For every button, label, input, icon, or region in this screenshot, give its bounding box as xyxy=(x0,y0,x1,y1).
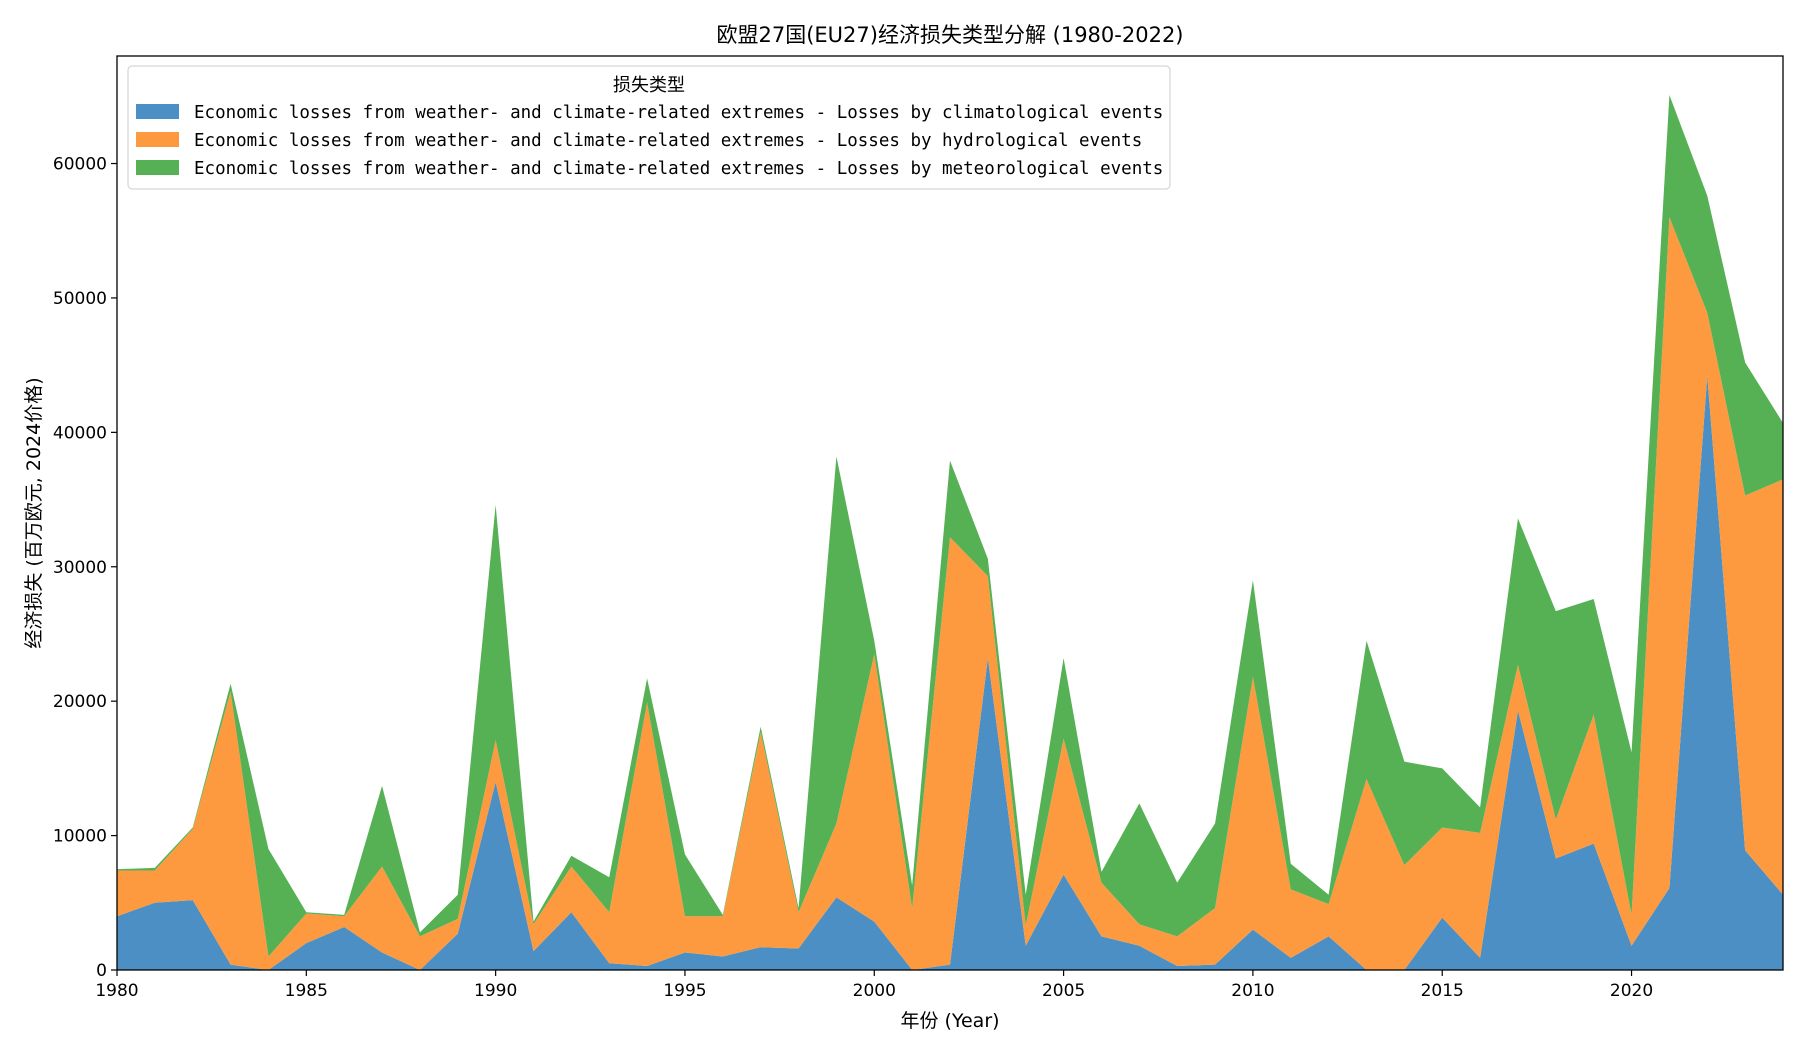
legend-title: 损失类型 xyxy=(613,75,685,96)
legend-label-2: Economic losses from weather- and climat… xyxy=(194,131,1142,151)
legend-swatch-2 xyxy=(136,132,179,147)
series-area-1 xyxy=(117,375,1783,970)
legend-label-3: Economic losses from weather- and climat… xyxy=(194,159,1163,179)
x-tick-label: 2010 xyxy=(1231,981,1274,1001)
series-areas xyxy=(117,94,1783,971)
chart-title: 欧盟27国(EU27)经济损失类型分解 (1980-2022) xyxy=(717,23,1184,47)
x-tick-label: 2015 xyxy=(1421,981,1464,1001)
legend-box xyxy=(127,65,1171,190)
x-tick-label: 1990 xyxy=(474,981,517,1001)
y-tick-label: 0 xyxy=(96,961,107,981)
legend-swatch-3 xyxy=(136,160,179,175)
y-axis-ticks: 0 10000 20000 30000 40000 50000 60000 xyxy=(53,155,117,981)
legend: 损失类型 Economic losses from weather- and c… xyxy=(127,65,1171,190)
x-tick-label: 1980 xyxy=(95,981,138,1001)
y-tick-label: 40000 xyxy=(53,423,107,443)
x-tick-label: 2000 xyxy=(853,981,896,1001)
x-tick-label: 1995 xyxy=(663,981,706,1001)
plot-frame xyxy=(116,55,1784,971)
y-tick-label: 50000 xyxy=(53,289,107,309)
x-tick-label: 2020 xyxy=(1610,981,1653,1001)
x-tick-label: 1985 xyxy=(285,981,328,1001)
legend-swatch-1 xyxy=(136,104,179,119)
y-axis-label: 经济损失 (百万欧元, 2024价格) xyxy=(23,377,45,648)
y-tick-label: 20000 xyxy=(53,692,107,712)
y-tick-label: 60000 xyxy=(53,155,107,175)
x-axis-label: 年份 (Year) xyxy=(900,1010,999,1032)
y-tick-label: 10000 xyxy=(53,827,107,847)
series-area-3 xyxy=(117,94,1783,957)
legend-items: Economic losses from weather- and climat… xyxy=(136,103,1163,179)
series-area-2 xyxy=(117,217,1783,971)
legend-label-1: Economic losses from weather- and climat… xyxy=(194,103,1163,123)
y-tick-label: 30000 xyxy=(53,558,107,578)
x-axis-ticks: 1980 1985 1990 1995 2000 2005 2010 2015 2020 xyxy=(95,970,1653,1001)
x-tick-label: 2005 xyxy=(1042,981,1085,1001)
